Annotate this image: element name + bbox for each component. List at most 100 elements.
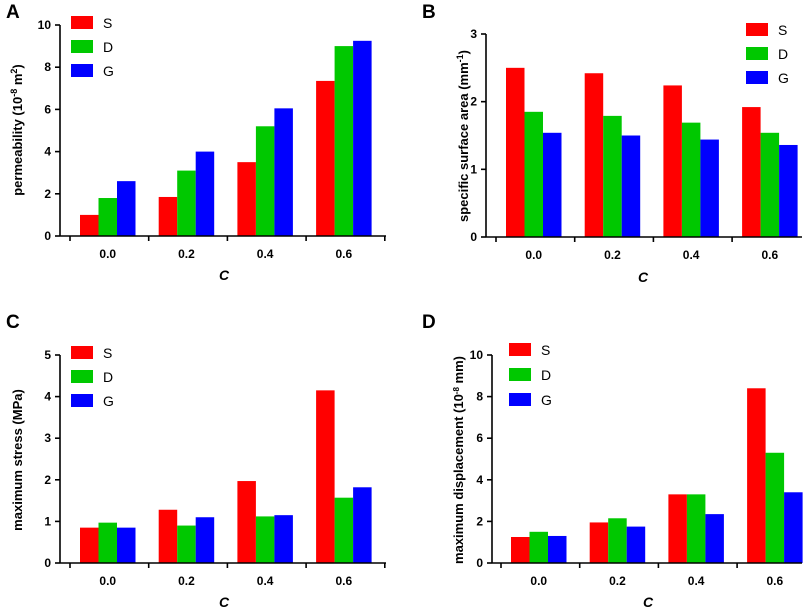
bar-s-0.2: [158, 509, 178, 563]
bar-s-0.2: [158, 196, 178, 236]
bar-s-0.2: [584, 73, 604, 237]
y-tick-label: 8: [44, 60, 51, 74]
bar-s-0.4: [668, 494, 687, 563]
y-tick-label: 1: [470, 162, 477, 176]
bar-g-0.2: [626, 526, 646, 563]
bar-d-0.0: [98, 522, 117, 563]
legend-swatch-s: [509, 343, 531, 356]
legend-label-g: G: [103, 63, 114, 79]
y-tick-label: 6: [44, 102, 51, 116]
y-tick-label: 10: [38, 18, 52, 32]
legend-label-d: D: [103, 39, 113, 55]
bar-s-0.6: [747, 388, 766, 563]
panel-letter-c: C: [6, 312, 20, 333]
legend-label-s: S: [541, 342, 550, 358]
bar-g-0.6: [353, 487, 372, 563]
bar-s-0.4: [663, 85, 682, 237]
bar-s-0.6: [742, 107, 761, 237]
legend-swatch-s: [746, 23, 768, 36]
x-tick-label: 0.2: [604, 248, 621, 262]
bar-g-0.0: [117, 527, 136, 563]
y-tick-label: 4: [44, 145, 51, 159]
legend-swatch-g: [509, 393, 531, 406]
bar-s-0.4: [237, 481, 256, 563]
bar-d-0.4: [681, 122, 701, 237]
x-axis-label-a: C: [219, 267, 230, 283]
panel-b: B specific surface area (mm-1) C 0.0 0.2 0…: [422, 2, 802, 285]
x-tick-label: 0.4: [688, 574, 705, 588]
legend-label-s: S: [778, 22, 787, 38]
y-tick-label: 2: [44, 473, 51, 487]
bar-g-0.4: [274, 515, 293, 563]
y-tick-label: 4: [44, 390, 51, 404]
x-tick-label: 0.6: [336, 247, 353, 261]
x-tick-label: 0.0: [99, 574, 116, 588]
x-tick-label: 0.2: [178, 247, 195, 261]
bar-g-0.4: [274, 108, 293, 236]
bar-s-0.6: [316, 390, 335, 563]
bar-s-0.2: [589, 522, 609, 563]
bar-g-0.6: [784, 492, 803, 563]
bar-d-0.2: [608, 518, 627, 563]
y-tick-label: 6: [476, 431, 483, 445]
legend-label-d: D: [103, 369, 113, 385]
panel-a: A permeability (10-8 m2) C 0.0 0.2 0.4 0.6 0…: [6, 2, 386, 283]
bar-d-0.0: [98, 198, 117, 236]
y-tick-label: 2: [476, 514, 483, 528]
bar-g-0.6: [779, 144, 798, 237]
y-tick-label: 8: [476, 390, 483, 404]
bar-d-0.2: [603, 115, 622, 237]
bar-g-0.2: [621, 135, 641, 237]
legend-swatch-d: [71, 370, 93, 383]
bar-s-0.0: [80, 214, 99, 236]
legend-label-d: D: [541, 367, 551, 383]
x-tick-label: 0.6: [767, 574, 784, 588]
panel-c: C maximum stress (MPa) C 0.0 0.2 0.4 0.6 0 1 2…: [6, 312, 386, 610]
legend-label-s: S: [103, 15, 112, 31]
x-axis-label-b: C: [638, 269, 649, 285]
x-tick-label: 0.2: [178, 574, 195, 588]
bar-g-0.2: [195, 151, 215, 236]
legend-label-g: G: [103, 393, 114, 409]
legend-swatch-s: [71, 346, 93, 359]
bar-g-0.0: [543, 132, 562, 237]
y-tick-label: 4: [476, 473, 483, 487]
x-axis-label-d: C: [643, 594, 654, 610]
legend-label-s: S: [103, 345, 112, 361]
bar-s-0.6: [316, 80, 335, 236]
bar-d-0.6: [334, 497, 354, 563]
panel-letter-b: B: [422, 2, 436, 23]
x-tick-label: 0.6: [762, 248, 779, 262]
y-tick-label: 2: [470, 95, 477, 109]
bar-d-0.0: [524, 111, 543, 237]
bar-s-0.0: [506, 67, 525, 237]
y-tick-label: 2: [44, 187, 51, 201]
bar-g-0.2: [195, 517, 215, 563]
legend-swatch-s: [71, 16, 93, 29]
x-tick-label: 0.0: [530, 574, 547, 588]
y-axis-label-a: permeability (10-8 m2): [9, 64, 25, 196]
legend-label-g: G: [541, 392, 552, 408]
bar-d-0.4: [255, 126, 275, 236]
x-tick-label: 0.0: [99, 247, 116, 261]
x-tick-label: 0.6: [336, 574, 353, 588]
bar-g-0.6: [353, 40, 372, 237]
y-tick-label: 10: [470, 348, 484, 362]
y-axis-label-c: maximum stress (MPa): [10, 389, 25, 531]
x-axis-label-c: C: [219, 594, 230, 610]
bar-s-0.0: [80, 527, 99, 563]
bar-d-0.2: [177, 525, 196, 563]
bar-g-0.0: [548, 535, 567, 563]
bar-s-0.4: [237, 162, 256, 236]
x-tick-label: 0.0: [525, 248, 542, 262]
y-tick-label: 0: [470, 230, 477, 244]
y-tick-label: 3: [470, 27, 477, 41]
legend-swatch-g: [71, 64, 93, 77]
bar-d-0.4: [255, 516, 275, 563]
y-axis-label-b: specific surface area (mm-1): [455, 50, 471, 222]
bar-g-0.4: [705, 514, 724, 563]
bar-d-0.6: [334, 46, 354, 236]
bar-g-0.4: [700, 139, 719, 237]
y-axis-label-d: maximum displacement (10-8 mm): [451, 356, 466, 564]
